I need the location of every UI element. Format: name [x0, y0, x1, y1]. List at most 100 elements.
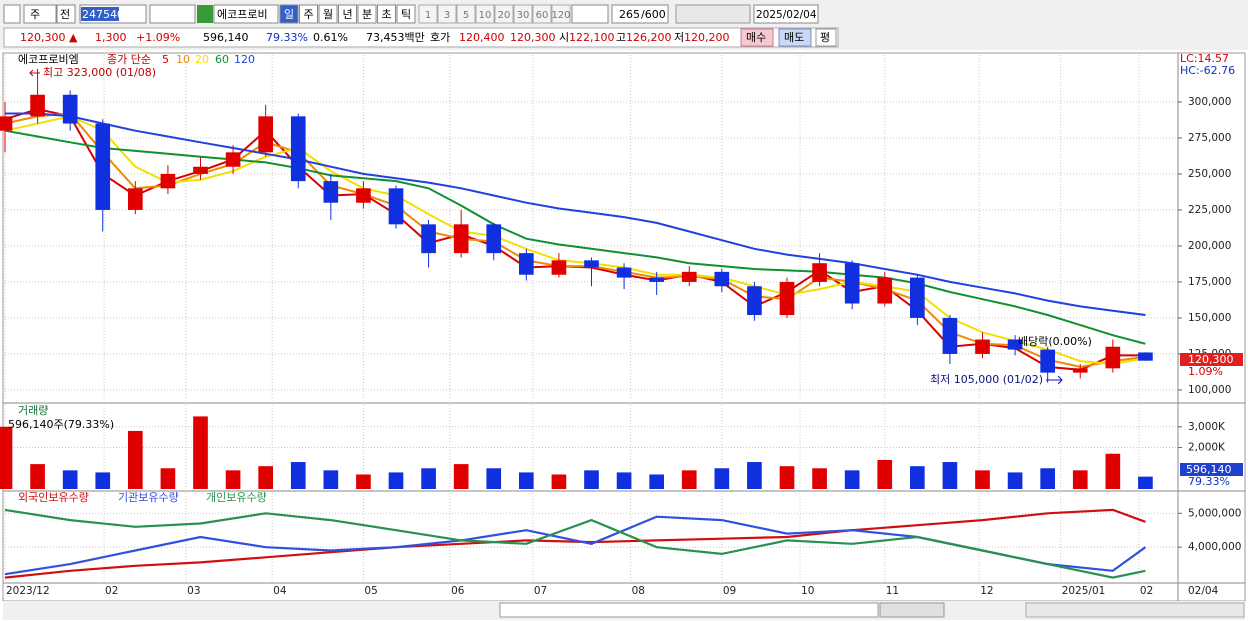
x-tick-label: 09 [723, 585, 736, 597]
candle-body [584, 260, 599, 268]
period-button[interactable] [318, 4, 338, 24]
interval-label: 3 [444, 10, 450, 21]
period-button[interactable] [377, 4, 396, 24]
period-button[interactable] [299, 4, 318, 24]
y-tick-label: 225,000 [1188, 204, 1231, 216]
quote-turnover: 0.61% [313, 31, 348, 44]
prev-button[interactable] [56, 4, 76, 24]
legend-entry: 10 [176, 53, 190, 66]
candle-body [681, 271, 697, 282]
candle-body [225, 152, 241, 167]
low-price: 120,200 [684, 31, 730, 44]
volume-bar [877, 459, 893, 489]
quote-bar [3, 27, 839, 48]
interval-button[interactable] [456, 4, 476, 24]
interval-button[interactable] [418, 4, 438, 24]
legend-entry: 5 [162, 53, 169, 66]
quote-volume: 596,140 [203, 31, 249, 44]
y-tick-label: 250,000 [1188, 168, 1231, 180]
x-tick-label: 11 [886, 585, 899, 597]
last-price-label: 120,300 [1188, 353, 1234, 366]
candle-body [323, 181, 339, 203]
y-tick-label: 4,000,000 [1188, 541, 1241, 553]
volume-bar [942, 462, 958, 489]
candle-body [812, 263, 827, 282]
volume-bar [356, 474, 371, 489]
moving-average-line [5, 112, 1146, 316]
candle-body [649, 277, 664, 282]
candle-body [388, 188, 404, 225]
date-input[interactable] [753, 4, 819, 24]
volume-bar [519, 472, 534, 489]
menu-icon[interactable] [3, 4, 21, 24]
volume-bar [128, 430, 143, 489]
scroll-buttons[interactable] [879, 602, 945, 618]
interval-button[interactable] [475, 4, 495, 24]
volume-bar [1007, 472, 1023, 489]
period-label: 일 [284, 7, 294, 21]
period-label: 틱 [401, 8, 411, 21]
period-button[interactable] [396, 4, 416, 24]
period-button[interactable] [357, 4, 377, 24]
volume-bar [290, 462, 306, 489]
candle-body [1040, 349, 1055, 373]
y-tick-label: 275,000 [1188, 132, 1231, 144]
hc-label: HC:-62.76 [1180, 64, 1235, 77]
scroll-thumb[interactable] [499, 602, 879, 618]
search-tools[interactable] [149, 4, 196, 24]
low-label: 저 [674, 31, 684, 44]
interval-label: 30 [517, 10, 530, 21]
open-label: 시 [559, 31, 569, 44]
candle-body [910, 277, 925, 318]
zoom-tools[interactable] [1025, 602, 1245, 618]
volume-bar [0, 426, 13, 489]
quote-volume-ratio: 79.33% [266, 31, 308, 44]
x-tick-label: 04 [273, 585, 287, 597]
candle-body [877, 277, 893, 304]
prev-label: 전 [60, 8, 70, 21]
volume-bar [225, 470, 241, 489]
bid-label: 호가 [430, 31, 450, 44]
tool-icons[interactable] [675, 4, 751, 24]
quote-price: 120,300 ▲ [20, 31, 78, 44]
interval-button[interactable] [513, 4, 533, 24]
count-input[interactable] [611, 4, 669, 24]
volume-bar [30, 464, 45, 489]
volume-bar [747, 462, 762, 489]
change-label: 1.09% [1188, 365, 1223, 378]
low-annotation: 최저 105,000 (01/02) [930, 373, 1043, 386]
count-max: /600 [641, 8, 666, 21]
volume-bar [649, 474, 664, 489]
interval-button[interactable] [494, 4, 514, 24]
candle-body [421, 224, 436, 254]
interval-input[interactable] [571, 4, 609, 24]
interval-button[interactable] [437, 4, 457, 24]
candle-body [95, 123, 111, 210]
candle-body [0, 116, 13, 131]
interval-button[interactable] [532, 4, 552, 24]
tab-label: 주 [30, 8, 40, 21]
buy-button[interactable] [740, 28, 774, 47]
candle-body [975, 339, 990, 354]
x-tick-label: 07 [534, 585, 547, 597]
candle-body [844, 263, 860, 304]
interval-label: 20 [498, 10, 511, 21]
volume-ratio-label: 79.33% [1188, 475, 1230, 488]
volume-bar [1072, 470, 1088, 489]
candle-body [128, 188, 143, 210]
low-arrow [1046, 375, 1063, 385]
sell-button[interactable] [778, 28, 812, 47]
tab-select[interactable] [23, 4, 57, 24]
interval-button[interactable] [551, 4, 571, 24]
period-button[interactable] [338, 4, 357, 24]
chart-frame [2, 52, 1246, 602]
legend-entry: 20 [195, 53, 209, 66]
volume-bar [910, 466, 925, 489]
last-volume-box [1180, 463, 1243, 476]
period-button[interactable] [279, 4, 299, 24]
avg-button[interactable] [815, 28, 837, 47]
y-tick-label: 2,000K [1188, 442, 1226, 454]
candle-body [258, 116, 273, 153]
high-arrow [29, 69, 40, 77]
